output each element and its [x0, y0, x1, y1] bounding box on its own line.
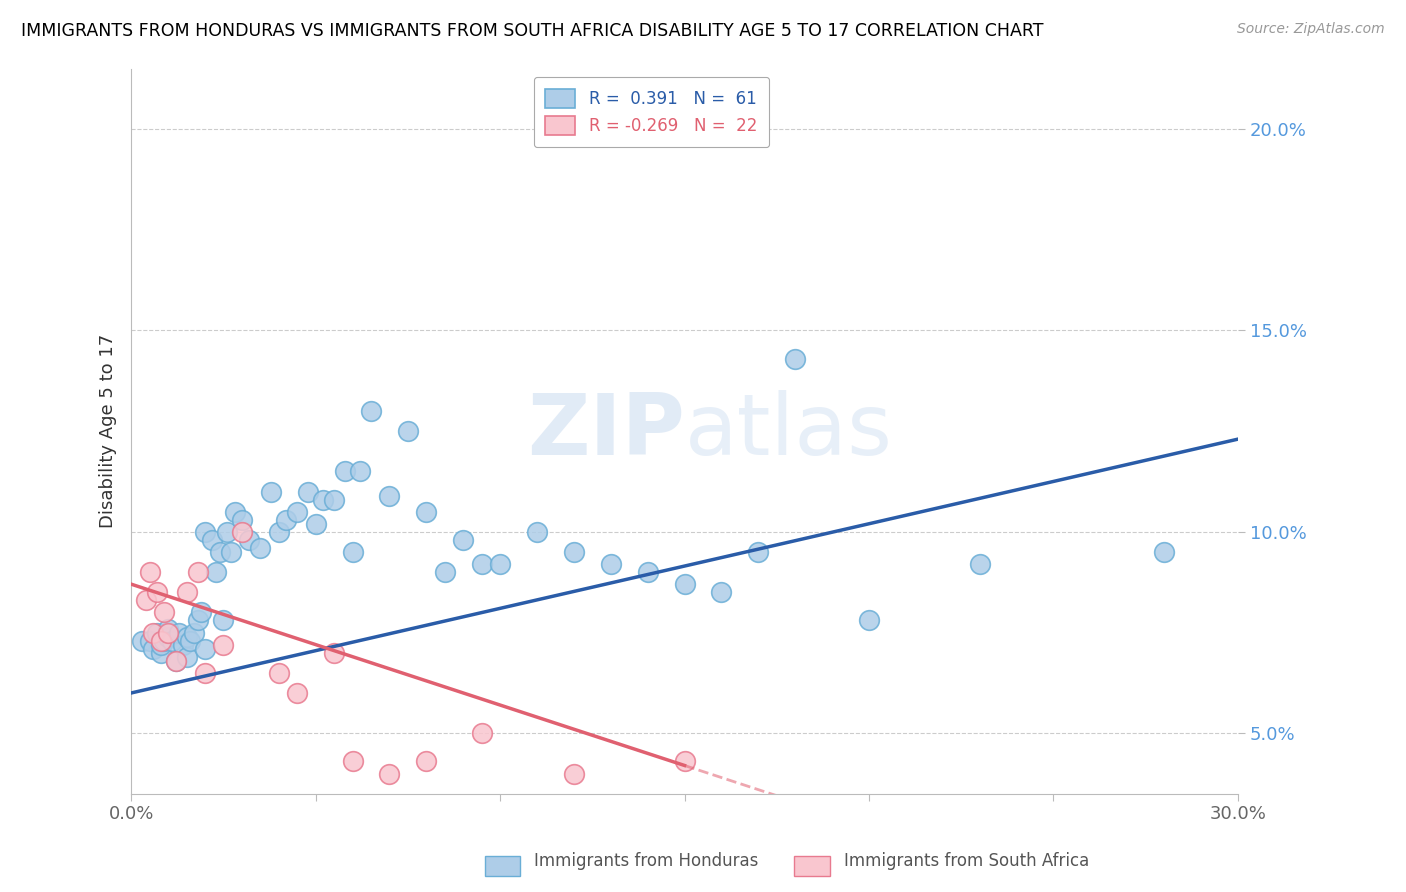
Point	[562, 545, 585, 559]
Point	[217, 524, 239, 539]
Point	[165, 654, 187, 668]
Point	[176, 630, 198, 644]
Point	[187, 614, 209, 628]
Point	[138, 565, 160, 579]
Point	[172, 638, 194, 652]
Point	[1153, 545, 1175, 559]
Point	[160, 633, 183, 648]
Point	[176, 649, 198, 664]
Point	[335, 464, 357, 478]
Point	[360, 404, 382, 418]
Point	[131, 633, 153, 648]
Text: Immigrants from Honduras: Immigrants from Honduras	[534, 852, 759, 870]
Point	[378, 766, 401, 780]
Point	[142, 625, 165, 640]
Point	[267, 665, 290, 680]
Point	[212, 614, 235, 628]
Point	[276, 513, 298, 527]
Point	[858, 614, 880, 628]
Text: ZIP: ZIP	[527, 390, 685, 473]
Point	[285, 505, 308, 519]
Point	[471, 726, 494, 740]
Point	[526, 524, 548, 539]
Point	[673, 577, 696, 591]
Point	[208, 545, 231, 559]
Point	[312, 492, 335, 507]
Point	[157, 622, 180, 636]
Point	[219, 545, 242, 559]
Point	[267, 524, 290, 539]
Point	[562, 766, 585, 780]
Point	[969, 557, 991, 571]
Point	[142, 641, 165, 656]
Point	[149, 638, 172, 652]
Point	[785, 351, 807, 366]
Point	[323, 646, 346, 660]
Text: Source: ZipAtlas.com: Source: ZipAtlas.com	[1237, 22, 1385, 37]
Point	[153, 606, 176, 620]
Point	[190, 606, 212, 620]
Point	[297, 484, 319, 499]
Point	[146, 585, 169, 599]
Point	[238, 533, 260, 547]
Point	[471, 557, 494, 571]
Point	[179, 633, 201, 648]
Point	[231, 524, 253, 539]
Point	[349, 464, 371, 478]
Point	[673, 755, 696, 769]
Text: atlas: atlas	[685, 390, 893, 473]
Point	[157, 625, 180, 640]
Point	[396, 424, 419, 438]
Point	[489, 557, 512, 571]
Point	[153, 633, 176, 648]
Point	[451, 533, 474, 547]
Point	[135, 593, 157, 607]
Point	[249, 541, 271, 555]
Point	[342, 545, 364, 559]
Point	[149, 633, 172, 648]
Y-axis label: Disability Age 5 to 17: Disability Age 5 to 17	[100, 334, 117, 528]
Point	[433, 565, 456, 579]
Point	[201, 533, 224, 547]
Point	[637, 565, 659, 579]
Point	[183, 625, 205, 640]
Point	[194, 665, 217, 680]
Legend: R =  0.391   N =  61, R = -0.269   N =  22: R = 0.391 N = 61, R = -0.269 N = 22	[534, 77, 769, 147]
Text: Immigrants from South Africa: Immigrants from South Africa	[844, 852, 1088, 870]
Point	[747, 545, 769, 559]
Point	[194, 641, 217, 656]
Point	[167, 625, 190, 640]
Point	[342, 755, 364, 769]
Point	[165, 654, 187, 668]
Point	[323, 492, 346, 507]
Point	[157, 630, 180, 644]
Point	[415, 755, 437, 769]
Point	[305, 516, 328, 531]
Point	[260, 484, 283, 499]
Point	[176, 585, 198, 599]
Point	[224, 505, 246, 519]
Text: IMMIGRANTS FROM HONDURAS VS IMMIGRANTS FROM SOUTH AFRICA DISABILITY AGE 5 TO 17 : IMMIGRANTS FROM HONDURAS VS IMMIGRANTS F…	[21, 22, 1043, 40]
Point	[231, 513, 253, 527]
Point	[146, 625, 169, 640]
Point	[205, 565, 228, 579]
Point	[138, 633, 160, 648]
Point	[194, 524, 217, 539]
Point	[378, 489, 401, 503]
Point	[212, 638, 235, 652]
Point	[149, 646, 172, 660]
Point	[599, 557, 621, 571]
Point	[710, 585, 733, 599]
Point	[415, 505, 437, 519]
Point	[187, 565, 209, 579]
Point	[285, 686, 308, 700]
